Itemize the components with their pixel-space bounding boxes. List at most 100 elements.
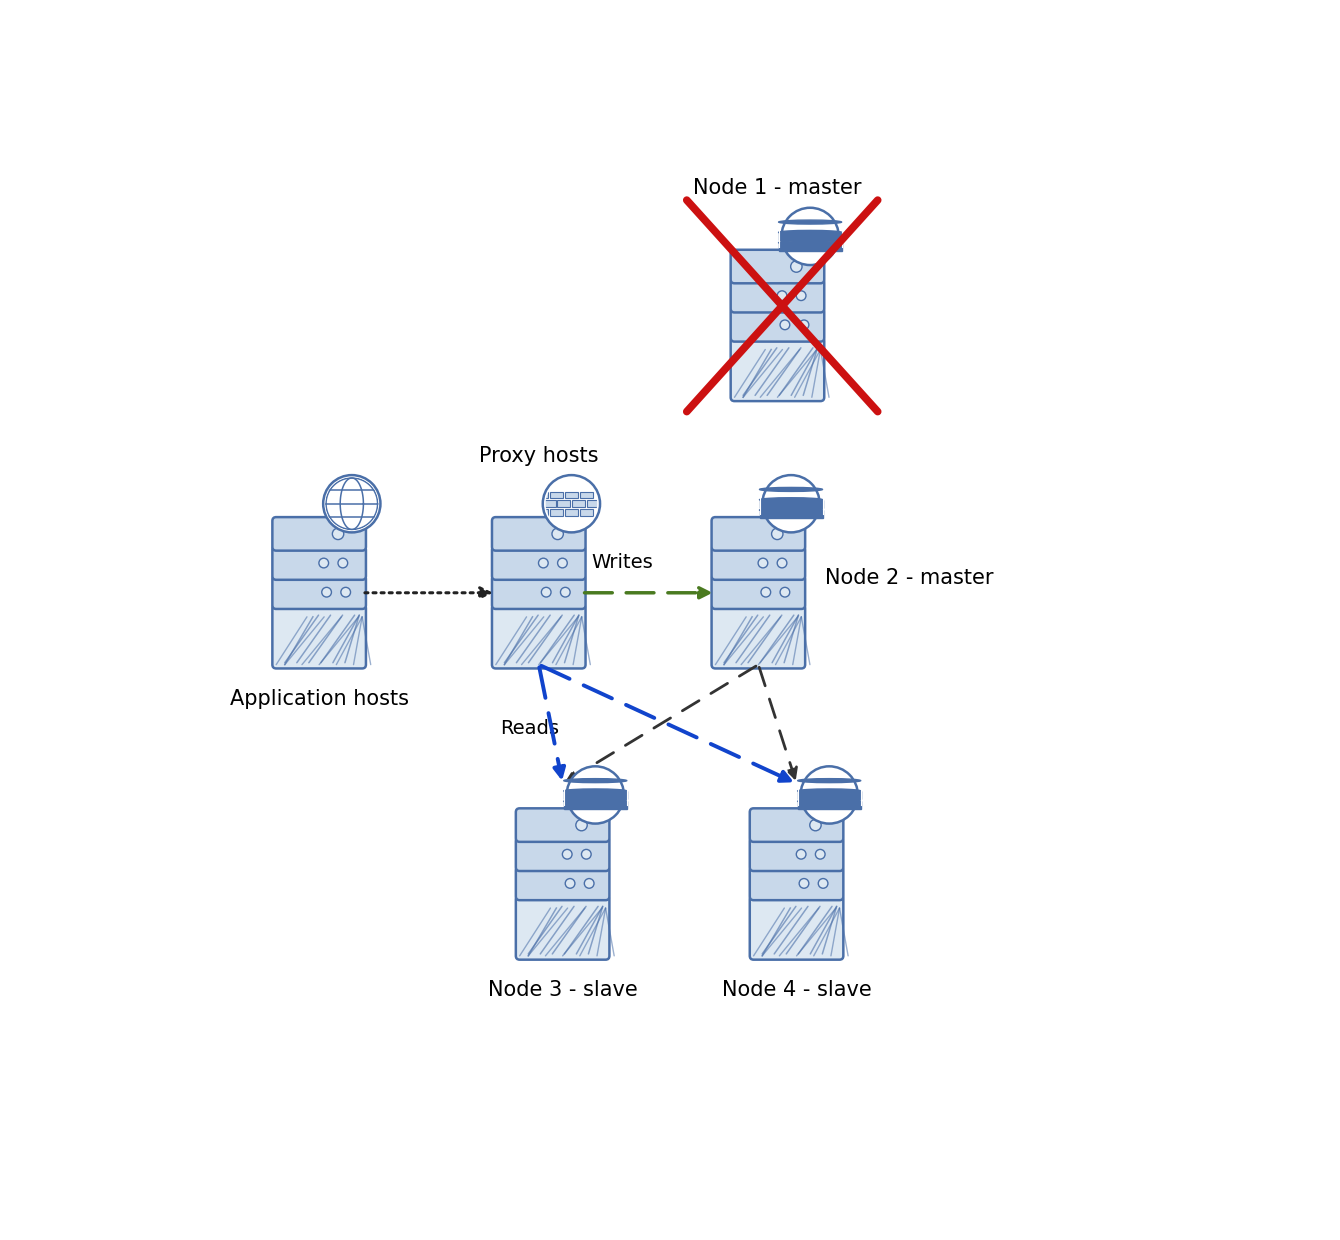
FancyBboxPatch shape (516, 837, 610, 870)
Text: Node 1 - master: Node 1 - master (693, 179, 862, 198)
Bar (528, 501, 540, 507)
Ellipse shape (779, 241, 842, 244)
FancyBboxPatch shape (712, 517, 805, 551)
Circle shape (800, 766, 858, 823)
Circle shape (777, 558, 787, 568)
Ellipse shape (779, 219, 842, 224)
Bar (535, 508, 548, 516)
FancyBboxPatch shape (516, 867, 610, 900)
Ellipse shape (564, 779, 627, 782)
Circle shape (332, 528, 344, 539)
Circle shape (560, 588, 570, 596)
Circle shape (338, 558, 347, 568)
Bar (520, 508, 533, 516)
Ellipse shape (760, 508, 823, 512)
Circle shape (563, 849, 572, 859)
Bar (779, 232, 842, 241)
Bar (580, 492, 592, 498)
Bar (760, 500, 823, 507)
Circle shape (791, 260, 803, 273)
FancyBboxPatch shape (712, 547, 805, 580)
Text: Node 4 - slave: Node 4 - slave (722, 980, 871, 999)
Circle shape (323, 475, 381, 532)
Circle shape (539, 558, 548, 568)
Circle shape (796, 291, 805, 300)
Bar (549, 492, 563, 498)
Bar (587, 501, 600, 507)
Text: Reads: Reads (501, 719, 560, 738)
Circle shape (322, 588, 331, 596)
Bar (760, 510, 823, 518)
Circle shape (762, 475, 820, 532)
Bar (520, 492, 533, 498)
FancyBboxPatch shape (712, 575, 805, 609)
Circle shape (772, 528, 783, 539)
FancyBboxPatch shape (712, 605, 805, 668)
FancyBboxPatch shape (492, 547, 586, 580)
Bar (565, 508, 578, 516)
FancyBboxPatch shape (492, 575, 586, 609)
FancyBboxPatch shape (750, 895, 843, 960)
FancyBboxPatch shape (492, 517, 586, 551)
Bar (543, 501, 556, 507)
Ellipse shape (564, 789, 627, 792)
FancyBboxPatch shape (272, 517, 366, 551)
Circle shape (819, 879, 828, 888)
Ellipse shape (797, 800, 860, 804)
Bar (797, 801, 860, 810)
FancyBboxPatch shape (730, 279, 824, 312)
Circle shape (761, 588, 770, 596)
Bar (797, 791, 860, 799)
Circle shape (758, 558, 768, 568)
Circle shape (799, 320, 809, 330)
FancyBboxPatch shape (516, 895, 610, 960)
FancyBboxPatch shape (516, 808, 610, 842)
Bar (580, 508, 592, 516)
Circle shape (557, 558, 567, 568)
Ellipse shape (779, 231, 842, 234)
Circle shape (340, 588, 351, 596)
Bar (572, 501, 586, 507)
Bar (557, 501, 571, 507)
FancyBboxPatch shape (272, 547, 366, 580)
Text: Writes: Writes (591, 553, 653, 572)
Ellipse shape (564, 800, 627, 804)
Circle shape (576, 820, 587, 831)
FancyBboxPatch shape (750, 837, 843, 870)
Text: Node 3 - slave: Node 3 - slave (488, 980, 638, 999)
Ellipse shape (760, 487, 823, 491)
Circle shape (567, 766, 624, 823)
Bar (564, 801, 627, 810)
FancyBboxPatch shape (730, 337, 824, 401)
Bar (779, 243, 842, 250)
Circle shape (815, 849, 825, 859)
Bar (565, 492, 578, 498)
Circle shape (541, 588, 551, 596)
FancyBboxPatch shape (730, 308, 824, 341)
Bar (549, 508, 563, 516)
FancyBboxPatch shape (730, 249, 824, 283)
Circle shape (781, 208, 839, 265)
Circle shape (319, 558, 328, 568)
FancyBboxPatch shape (750, 867, 843, 900)
Circle shape (552, 528, 563, 539)
FancyBboxPatch shape (272, 575, 366, 609)
Circle shape (582, 849, 591, 859)
Circle shape (543, 475, 600, 532)
Circle shape (780, 320, 789, 330)
Circle shape (809, 820, 821, 831)
Bar (564, 791, 627, 799)
Circle shape (799, 879, 809, 888)
Circle shape (584, 879, 594, 888)
Circle shape (777, 291, 787, 300)
Ellipse shape (760, 497, 823, 502)
Circle shape (796, 849, 805, 859)
FancyBboxPatch shape (492, 605, 586, 668)
Circle shape (565, 879, 575, 888)
Text: Application hosts: Application hosts (229, 688, 409, 708)
Ellipse shape (797, 779, 860, 782)
Bar (535, 492, 548, 498)
Ellipse shape (797, 789, 860, 792)
Text: Node 2 - master: Node 2 - master (825, 568, 994, 588)
FancyBboxPatch shape (272, 605, 366, 668)
